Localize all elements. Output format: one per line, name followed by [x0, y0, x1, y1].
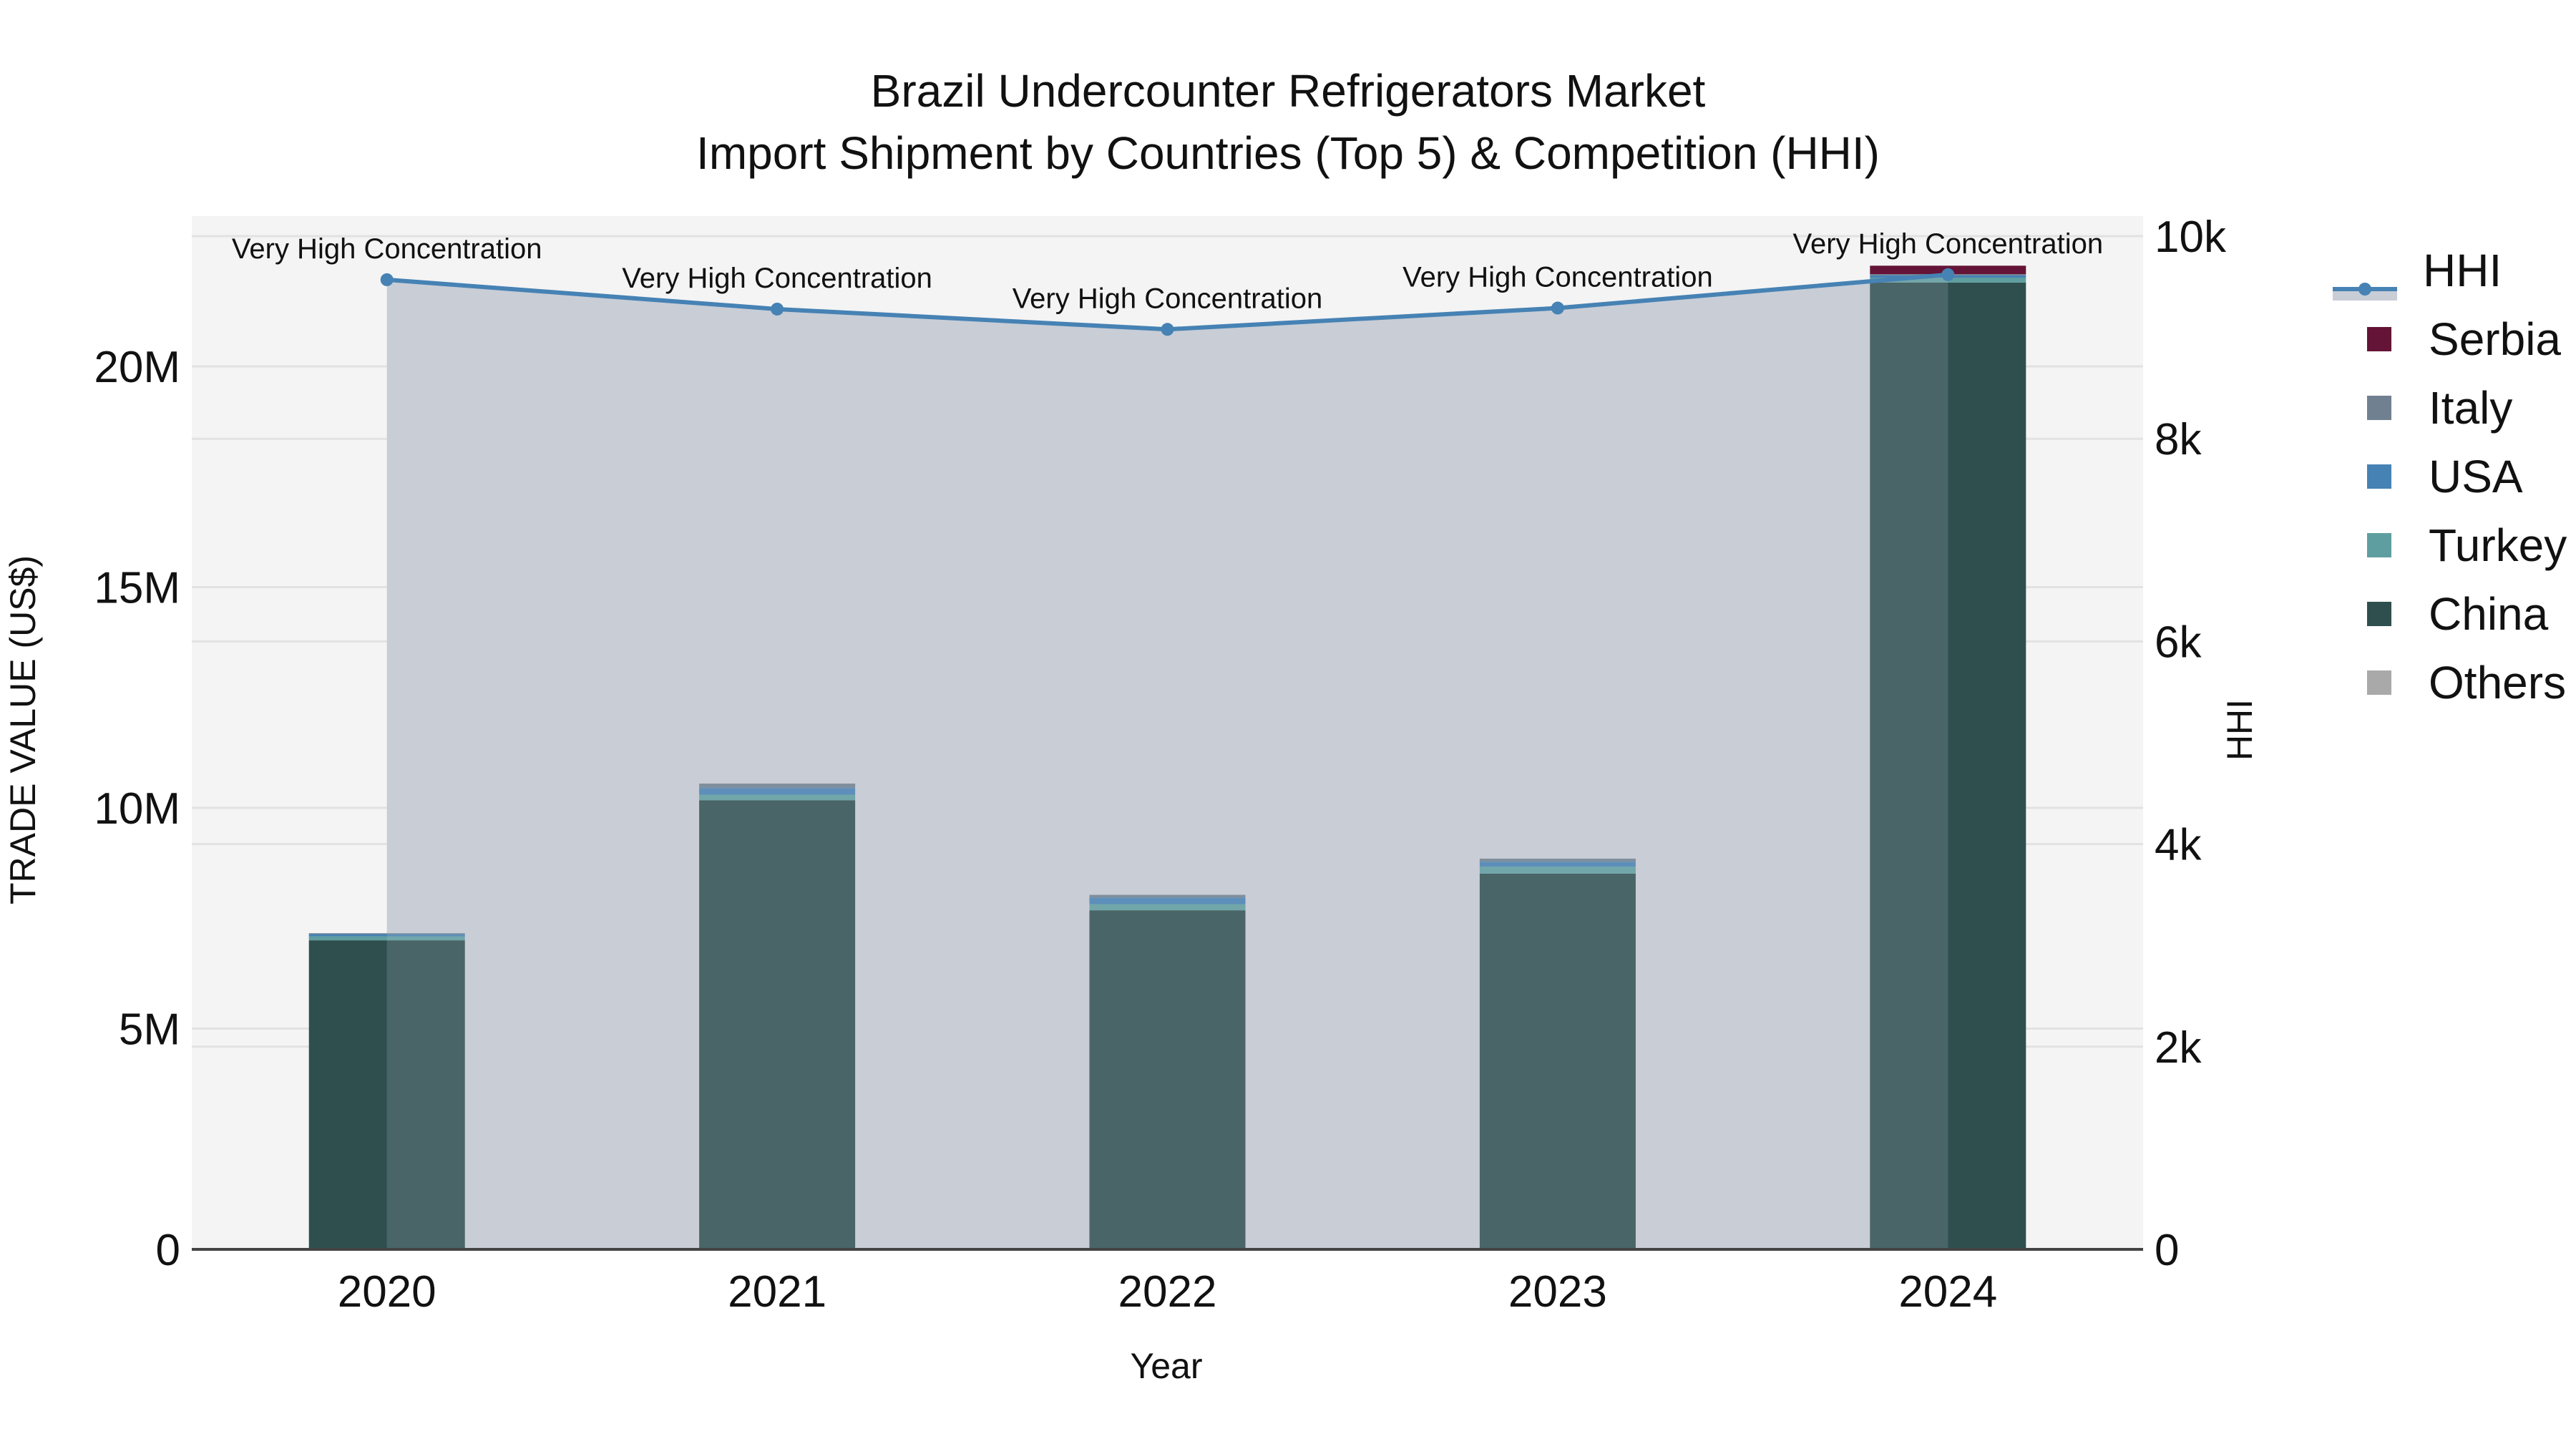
legend-label: HHI — [2423, 245, 2502, 296]
bar-segment-italy[interactable] — [699, 784, 856, 789]
hhi-point[interactable] — [771, 302, 784, 316]
legend-label: Serbia — [2429, 313, 2561, 365]
bar-segment-usa[interactable] — [1479, 862, 1636, 867]
y-right-tick-label: 10k — [2155, 213, 2227, 262]
x-tick-label: 2020 — [338, 1267, 436, 1317]
legend-item-china[interactable]: China — [2333, 580, 2567, 648]
bar-segment-usa[interactable] — [1089, 897, 1246, 904]
bar-segment-china[interactable] — [308, 940, 465, 1249]
bar-segment-turkey[interactable] — [699, 794, 856, 801]
x-tick-label: 2022 — [1118, 1267, 1217, 1317]
square-swatch-icon — [2367, 464, 2391, 489]
legend: HHI Serbia Italy USA Turkey China Others — [2333, 236, 2567, 717]
hhi-annotation: Very High Concentration — [622, 263, 932, 294]
bar-stack-2024[interactable] — [1870, 265, 2026, 1249]
y-left-tick-label: 15M — [94, 564, 180, 613]
legend-item-italy[interactable]: Italy — [2333, 374, 2567, 442]
bar-stack-2023[interactable] — [1479, 858, 1636, 1249]
y-axis-right-title-text: HHI — [2220, 698, 2260, 761]
square-swatch-icon — [2367, 602, 2391, 626]
bar-stack-2020[interactable] — [308, 933, 465, 1249]
legend-item-serbia[interactable]: Serbia — [2333, 305, 2567, 374]
y-left-tick-label: 0 — [156, 1226, 180, 1275]
hhi-point[interactable] — [1551, 301, 1564, 315]
legend-label: Italy — [2429, 382, 2513, 434]
bar-segment-usa[interactable] — [699, 788, 856, 795]
legend-item-turkey[interactable]: Turkey — [2333, 511, 2567, 580]
legend-item-hhi[interactable]: HHI — [2333, 236, 2567, 305]
legend-label: Turkey — [2429, 519, 2567, 571]
legend-label: China — [2429, 588, 2549, 640]
bar-segment-china[interactable] — [699, 800, 856, 1249]
bar-stack-2022[interactable] — [1089, 894, 1246, 1249]
chart-title-line2: Import Shipment by Countries (Top 5) & C… — [696, 127, 1880, 179]
y-right-tick-label: 8k — [2155, 415, 2202, 464]
hhi-area-overlay — [386, 274, 1948, 1250]
hhi-annotation: Very High Concentration — [1013, 283, 1323, 314]
bar-segment-italy[interactable] — [1479, 858, 1636, 862]
square-swatch-icon — [2367, 670, 2391, 695]
legend-item-others[interactable]: Others — [2333, 648, 2567, 717]
square-swatch-icon — [2367, 396, 2391, 420]
y-right-tick-label: 4k — [2155, 821, 2202, 870]
hhi-annotation: Very High Concentration — [1793, 228, 2104, 260]
x-axis-title: Year — [1130, 1346, 1203, 1386]
square-swatch-icon — [2367, 327, 2391, 351]
chart-title-line1: Brazil Undercounter Refrigerators Market — [870, 65, 1706, 117]
legend-label: USA — [2429, 451, 2523, 502]
line-marker-icon — [2333, 260, 2397, 301]
y-left-tick-label: 5M — [119, 1005, 180, 1055]
hhi-point[interactable] — [380, 273, 394, 286]
hhi-annotation: Very High Concentration — [1402, 262, 1713, 293]
bar-stack-2021[interactable] — [699, 784, 856, 1249]
y-left-tick-label: 10M — [94, 784, 180, 834]
bar-segment-italy[interactable] — [1089, 894, 1246, 898]
x-tick-label: 2024 — [1898, 1267, 1997, 1317]
hhi-point[interactable] — [1941, 268, 1955, 281]
y-axis-left-title-text: TRADE VALUE (US$) — [3, 555, 43, 905]
bar-segment-turkey[interactable] — [1089, 904, 1246, 911]
y-left-tick-label: 20M — [94, 343, 180, 392]
hhi-annotation: Very High Concentration — [232, 233, 542, 265]
hhi-point[interactable] — [1161, 323, 1174, 336]
y-right-tick-label: 6k — [2155, 618, 2202, 667]
bar-segment-china[interactable] — [1089, 910, 1246, 1249]
y-axis-left-title: TRADE VALUE (US$) — [2, 555, 44, 904]
bar-segment-turkey[interactable] — [308, 936, 465, 941]
bar-segment-turkey[interactable] — [1479, 867, 1636, 874]
x-tick-label: 2023 — [1508, 1267, 1607, 1317]
bar-segment-italy[interactable] — [308, 933, 465, 935]
legend-label: Others — [2429, 657, 2567, 708]
y-right-tick-label: 2k — [2155, 1023, 2202, 1073]
y-axis-right-title: HHI — [2219, 699, 2260, 761]
bar-segment-usa[interactable] — [308, 934, 465, 937]
square-swatch-icon — [2367, 533, 2391, 557]
y-right-tick-label: 0 — [2155, 1226, 2179, 1275]
x-tick-label: 2021 — [728, 1267, 826, 1317]
bar-segment-china[interactable] — [1479, 873, 1636, 1249]
bar-segment-china[interactable] — [1870, 282, 2026, 1249]
legend-item-usa[interactable]: USA — [2333, 442, 2567, 511]
